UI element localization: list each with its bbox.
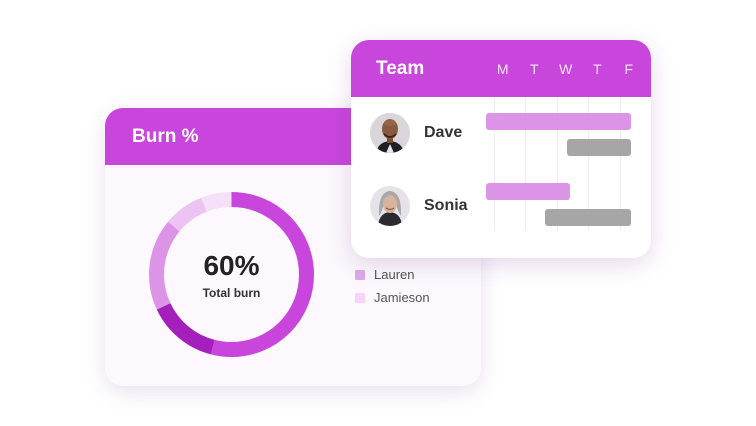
- legend-swatch: [355, 269, 365, 280]
- schedule-gridline: [525, 97, 526, 231]
- day-tuesday: T: [529, 60, 539, 77]
- schedule-gridline: [620, 97, 621, 231]
- member-name: Sonia: [424, 197, 468, 214]
- sonia-task-bar-secondary[interactable]: [545, 209, 631, 226]
- total-burn-value: 60%: [203, 249, 260, 281]
- weekday-header: M T W T F: [487, 40, 645, 97]
- legend-item-jamieson: Jamieson: [355, 286, 430, 309]
- team-member-sonia[interactable]: Sonia: [370, 186, 468, 226]
- legend-label: Jamieson: [374, 290, 430, 305]
- team-card: Team M T W T F Dave: [351, 40, 651, 258]
- donut-segment-5: [149, 192, 314, 357]
- total-burn-label: Total burn: [202, 285, 261, 300]
- team-card-header: Team M T W T F: [351, 40, 651, 97]
- legend-label: Lauren: [374, 267, 415, 282]
- schedule-gridline: [494, 97, 495, 231]
- day-monday: M: [496, 60, 509, 77]
- team-card-title: Team: [376, 57, 425, 79]
- member-name: Dave: [424, 124, 463, 141]
- sonia-task-bar-primary[interactable]: [486, 183, 570, 200]
- legend-item-lauren: Lauren: [355, 263, 430, 286]
- person-bald-man-icon: [370, 113, 410, 153]
- dave-task-bar-secondary[interactable]: [567, 139, 631, 156]
- donut-center: 60% Total burn: [145, 188, 318, 361]
- legend-swatch: [355, 292, 365, 303]
- donut-segment-3: [149, 192, 314, 357]
- day-friday: F: [624, 60, 634, 77]
- day-wednesday: W: [559, 60, 573, 77]
- burn-donut-chart: [149, 192, 314, 357]
- burn-card-title: Burn %: [132, 125, 199, 147]
- day-thursday: T: [592, 60, 602, 77]
- schedule-gridline: [557, 97, 558, 231]
- team-member-dave[interactable]: Dave: [370, 113, 462, 153]
- schedule-gridline: [588, 97, 589, 231]
- person-gray-haired-woman-icon: [370, 186, 410, 226]
- burn-legend: Lauren Jamieson: [355, 263, 430, 309]
- dave-task-bar-primary[interactable]: [486, 113, 631, 130]
